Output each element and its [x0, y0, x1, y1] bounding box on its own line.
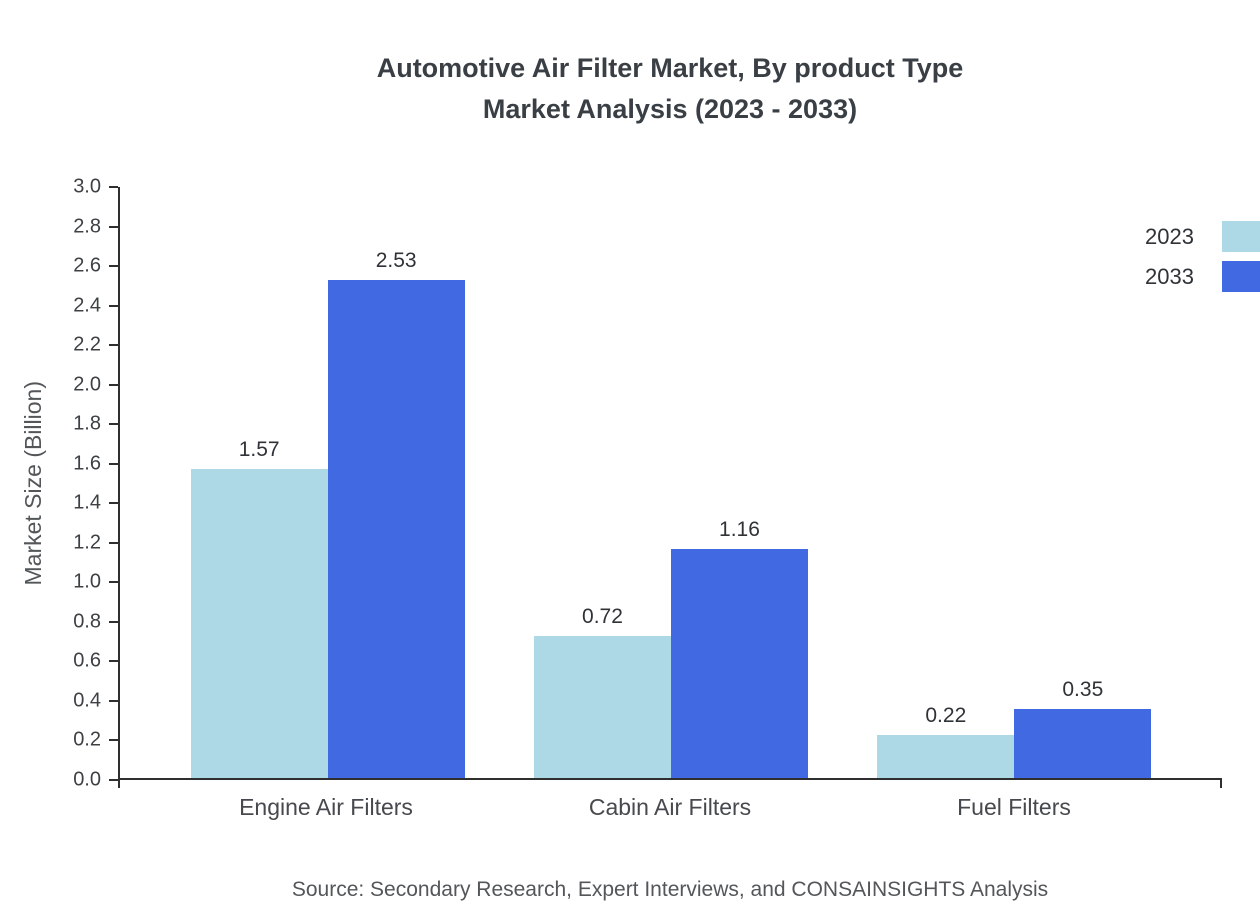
bar-unit-2023: 0.72: [533, 187, 671, 778]
y-tick-mark: [109, 779, 118, 781]
x-axis-left-end-tick: [118, 780, 120, 788]
y-axis: 0.0 0.2 0.4 0.6 0.8 1.0 1.2 1.4 1.6 1.8 2.0 2.2 2.4 2…: [0, 176, 118, 791]
y-tick-label: 2.0: [73, 373, 101, 396]
legend-item-2023: 2023: [1145, 221, 1260, 252]
bar-2023: [877, 734, 1015, 778]
y-tick-mark: [109, 383, 118, 386]
legend-swatch: [1222, 261, 1260, 292]
y-tick-mark: [109, 660, 118, 663]
bar-unit-2023: 0.22: [877, 187, 1015, 778]
y-tick-mark: [109, 502, 118, 505]
y-tick-label: 0.6: [73, 649, 101, 672]
y-tick-label: 1.4: [73, 491, 101, 514]
y-tick-mark: [109, 265, 118, 268]
bar-group-engine-air-filters: 1.57 2.53: [156, 187, 499, 778]
source-note: Source: Secondary Research, Expert Inter…: [291, 878, 1049, 901]
y-tick-mark: [109, 186, 118, 188]
y-tick-label: 0.4: [73, 689, 101, 712]
y-tick-label: 1.2: [73, 531, 101, 554]
y-tick-label: 2.2: [73, 333, 101, 356]
x-axis-labels: Engine Air Filters Cabin Air Filters Fuel …: [118, 794, 1222, 821]
y-tick-mark: [109, 699, 118, 702]
y-tick-label: 1.6: [73, 452, 101, 475]
y-tick-label: 2.8: [73, 215, 101, 238]
y-tick-label: 2.6: [73, 254, 101, 277]
legend-swatch: [1222, 221, 1260, 252]
y-tick-mark: [109, 423, 118, 426]
chart-title: Automotive Air Filter Market, By product…: [118, 48, 1222, 130]
legend-label: 2033: [1145, 263, 1194, 289]
bar-2023: [533, 636, 671, 778]
y-tick-label: 3.0: [73, 175, 101, 198]
legend-label: 2023: [1145, 223, 1194, 249]
plot-area: 1.57 2.53 0.72 1.16 0.22 0.35: [118, 187, 1222, 788]
bar-2033: [1014, 709, 1152, 778]
y-tick-mark: [109, 344, 118, 347]
y-tick-label: 2.4: [73, 294, 101, 317]
bar-value-label: 0.22: [925, 703, 967, 727]
y-tick-mark: [109, 581, 118, 584]
y-tick-label: 0.0: [73, 768, 101, 791]
bar-value-label: 1.57: [238, 437, 280, 461]
y-tick-label: 1.0: [73, 570, 101, 593]
x-axis-right-end-tick: [1220, 780, 1222, 788]
y-tick-mark: [109, 541, 118, 544]
bar-value-label: 0.35: [1062, 678, 1104, 702]
y-tick-label: 0.8: [73, 610, 101, 633]
bar-2033: [670, 549, 808, 778]
y-tick-label: 1.8: [73, 412, 101, 435]
bar-2023: [190, 468, 328, 778]
y-tick-mark: [109, 462, 118, 465]
bar-unit-2023: 1.57: [190, 187, 328, 778]
y-tick-mark: [109, 225, 118, 228]
legend-item-2033: 2033: [1145, 261, 1260, 292]
bar-group-fuel-filters: 0.22 0.35: [843, 187, 1186, 778]
x-category-label: Cabin Air Filters: [588, 794, 752, 820]
bar-2033: [327, 279, 465, 778]
bar-group-cabin-air-filters: 0.72 1.16: [499, 187, 842, 778]
x-category-label: Engine Air Filters: [239, 794, 413, 820]
y-tick-mark: [109, 304, 118, 307]
y-tick-mark: [109, 739, 118, 742]
bar-unit-2033: 0.35: [1014, 187, 1152, 778]
chart-title-line1: Automotive Air Filter Market, By product…: [376, 53, 964, 83]
bar-unit-2033: 1.16: [670, 187, 808, 778]
x-category-label: Fuel Filters: [957, 794, 1071, 820]
bar-value-label: 0.72: [582, 605, 623, 629]
legend: 2023 2033: [1145, 221, 1260, 292]
y-tick-mark: [109, 620, 118, 623]
y-tick-label: 0.2: [73, 728, 101, 751]
bar-unit-2033: 2.53: [327, 187, 465, 778]
chart-title-line2: Market Analysis (2023 - 2033): [482, 94, 858, 124]
bar-value-label: 1.16: [719, 518, 760, 542]
bar-value-label: 2.53: [375, 248, 417, 272]
bars-container: 1.57 2.53 0.72 1.16 0.22 0.35: [120, 187, 1222, 778]
